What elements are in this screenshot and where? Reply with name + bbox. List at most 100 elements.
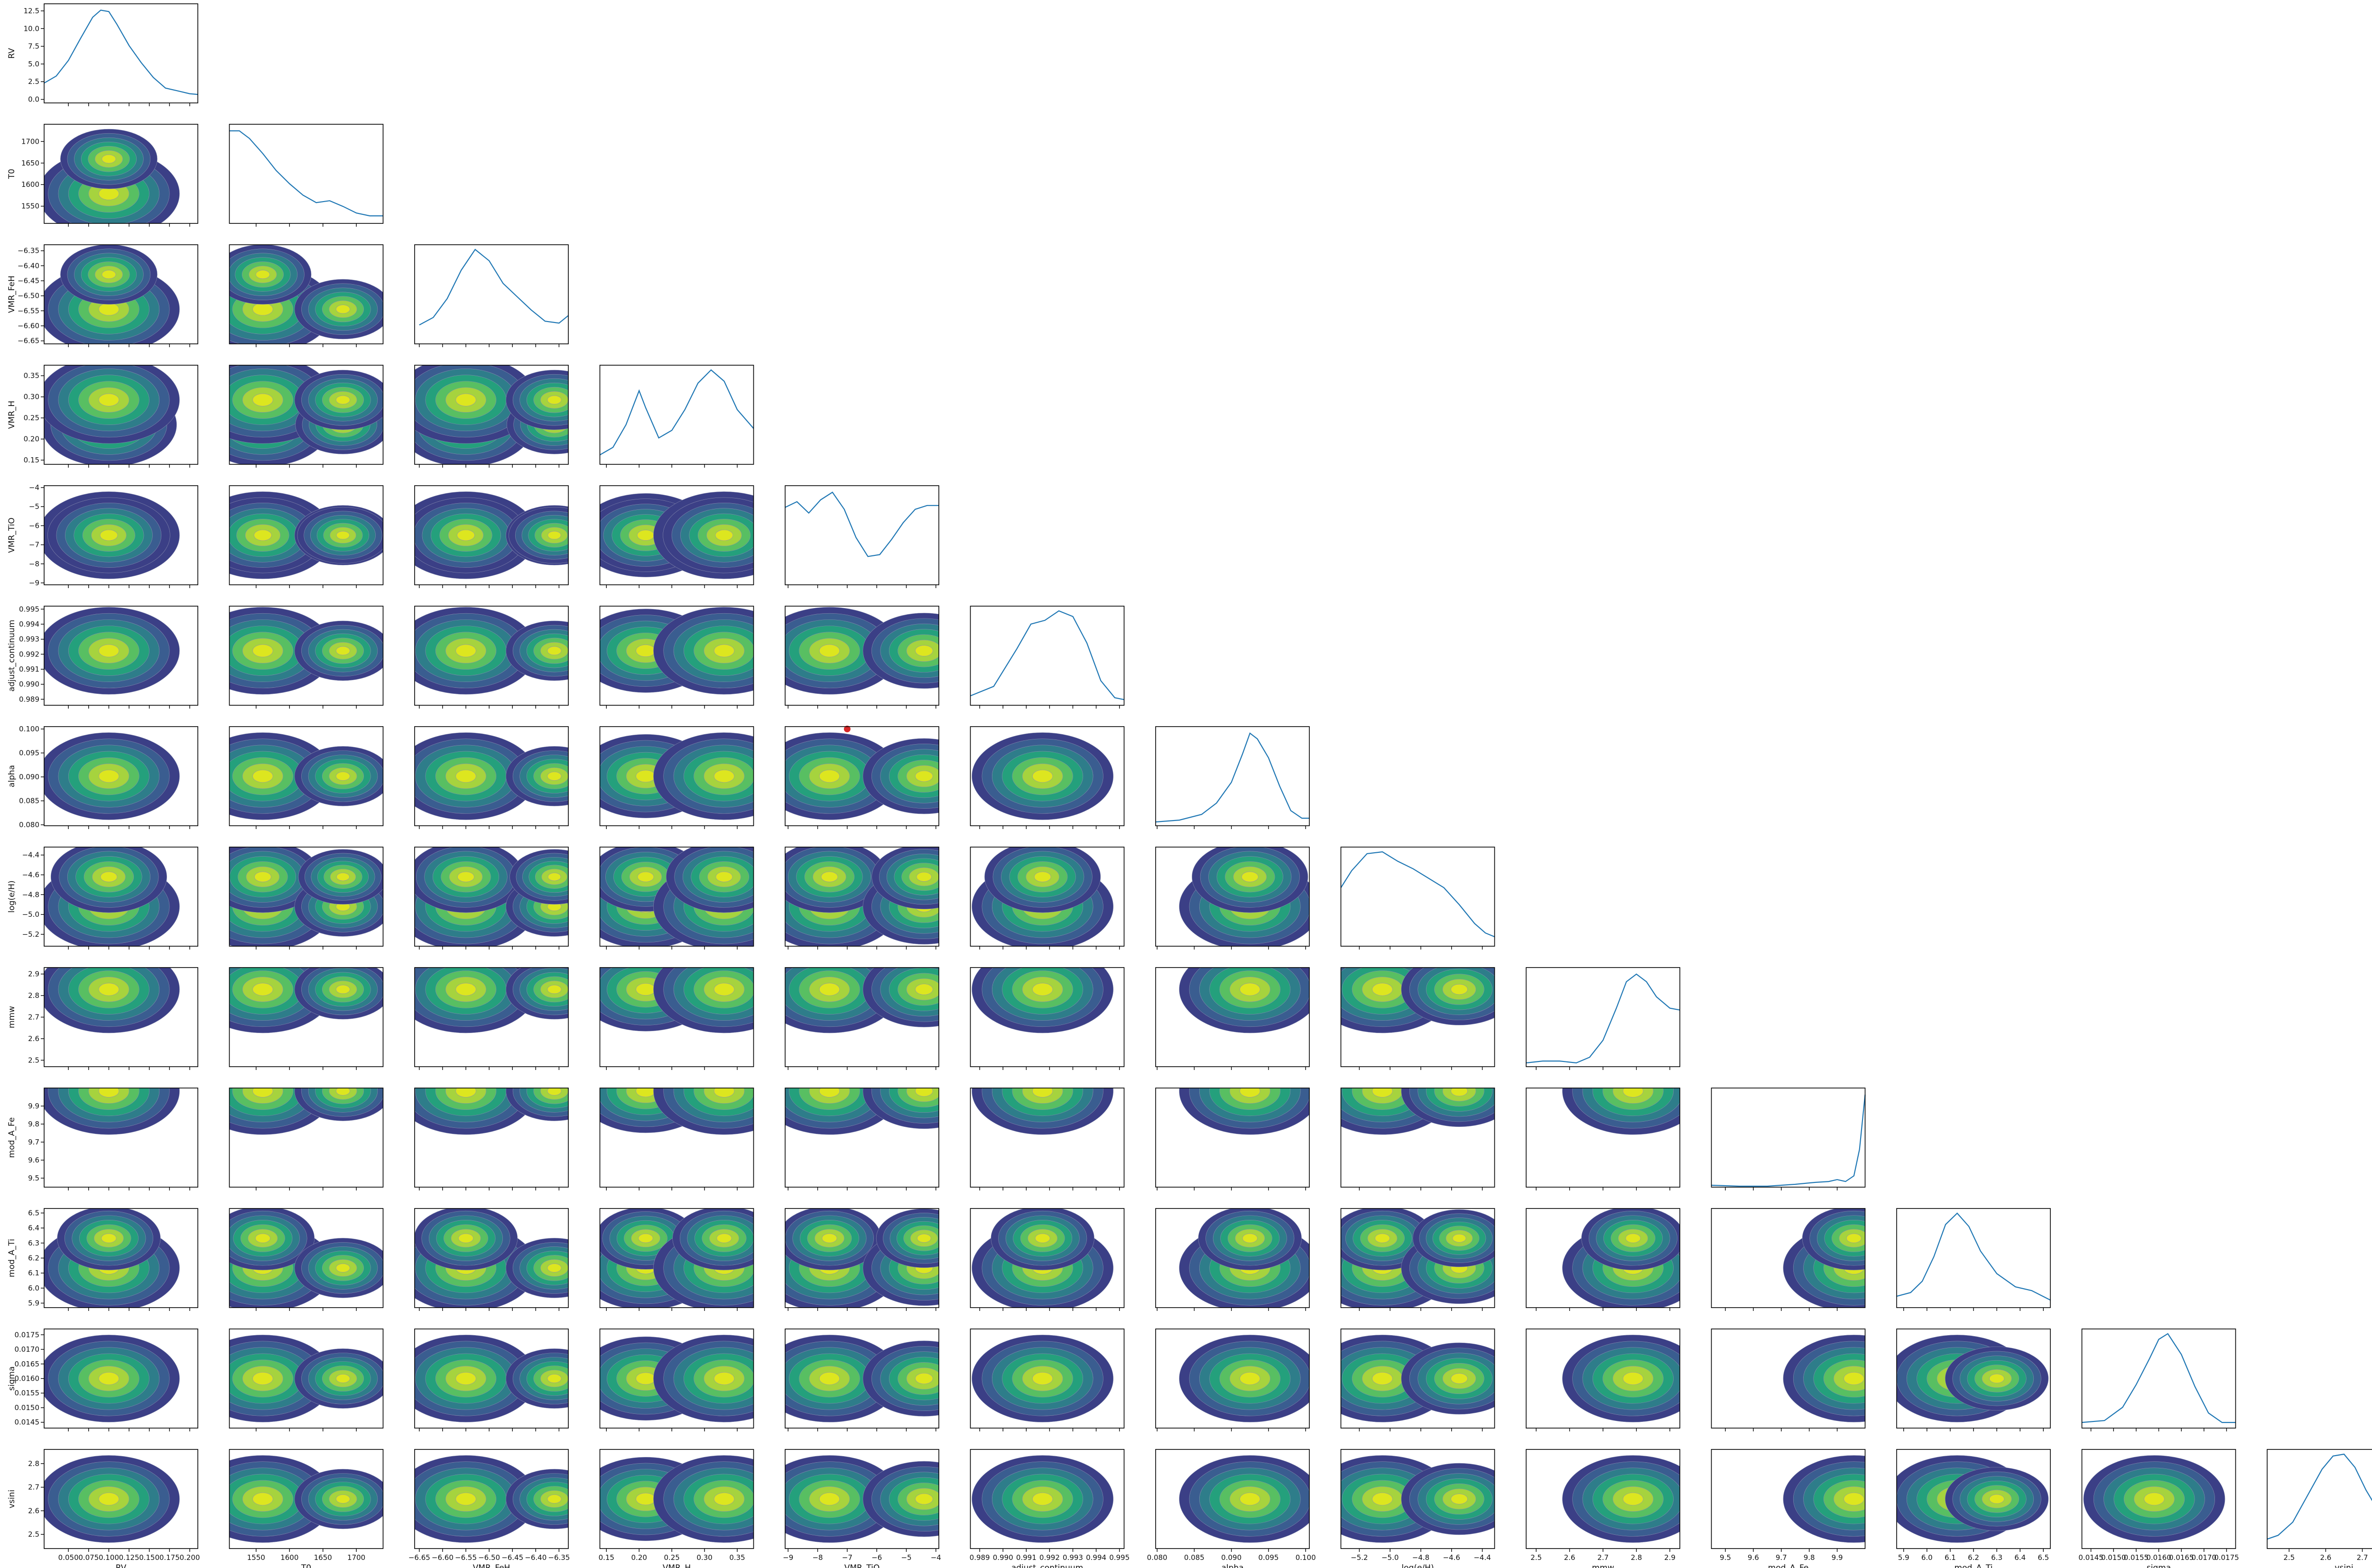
panel-frame	[44, 485, 198, 585]
panel-frame	[1155, 847, 1310, 947]
x-tick-label: 0.994	[1086, 1553, 1106, 1562]
panel-frame	[599, 365, 754, 465]
contour-panel-mod-a-fe-vs-mmw	[1526, 1088, 1680, 1190]
x-tick-label: 0.993	[1063, 1553, 1083, 1562]
y-axis-label-sigma: sigma	[7, 1366, 17, 1391]
contour-panel-vsini-vs-rv: 0.050 0.075 0.100 0.125 0.150 0.175 0.200 RV 2.5…	[7, 1449, 200, 1568]
kde-curve	[1711, 1094, 1866, 1187]
density-contour	[916, 872, 932, 882]
contour-panel-adjust-continuum-vs-rv: 0.989 0.990 0.991 0.992 0.993 0.994 0.995adjus…	[7, 605, 198, 709]
panel-frame	[414, 244, 569, 344]
panel-frame	[414, 1328, 569, 1429]
panel-frame	[229, 1449, 384, 1549]
density-contour	[822, 1233, 837, 1243]
y-tick-label: 0.990	[19, 680, 39, 689]
density-contour	[252, 644, 273, 657]
panel-frame	[229, 847, 384, 947]
y-tick-label: 0.993	[19, 635, 39, 644]
y-tick-label: 0.0160	[15, 1374, 40, 1383]
density-contour	[547, 1494, 562, 1503]
contour-panel-vsini-vs-t0: 1550 1600 1650 1700 T0	[229, 1449, 384, 1568]
contour-panel-mmw-vs-alpha	[1155, 967, 1310, 1070]
density-contour	[1451, 1494, 1468, 1504]
contour-panel-vsini-vs-adjust-continuum: 0.989 0.990 0.991 0.992 0.993 0.994 0.995 adjus…	[970, 1449, 1130, 1568]
x-tick-label: 0.100	[1296, 1553, 1316, 1562]
density-contour	[1240, 983, 1260, 996]
panel-frame	[414, 365, 569, 465]
contour-panel-mod-a-ti-vs-rv: 5.9 6.0 6.1 6.2 6.3 6.4 6.5 mod_A_Ti	[7, 1208, 198, 1311]
x-tick-label: 6.0	[1921, 1553, 1933, 1562]
x-tick-label: 1700	[347, 1553, 365, 1562]
y-tick-label: 0.0175	[15, 1330, 40, 1339]
density-contour	[915, 1373, 933, 1384]
density-contour	[455, 644, 476, 657]
x-tick-label: 6.4	[2014, 1553, 2026, 1562]
y-tick-label: 6.4	[28, 1224, 39, 1232]
contour-panel-alpha-vs-adjust-continuum	[970, 726, 1125, 829]
panel-frame	[970, 1088, 1125, 1188]
y-tick-label: 0.994	[19, 620, 39, 628]
panel-frame	[785, 967, 939, 1067]
y-tick-label: 0.0150	[15, 1403, 40, 1412]
density-contour	[547, 772, 562, 781]
panel-frame	[414, 726, 569, 826]
x-tick-label: 0.25	[664, 1553, 679, 1562]
panel-frame	[599, 967, 754, 1067]
density-contour	[713, 644, 735, 657]
kde-curve	[44, 9, 198, 95]
contour-panel-alpha-vs-vmr-h	[599, 726, 754, 829]
x-tick-label: 9.8	[1804, 1553, 1815, 1562]
reference-point-marker	[843, 726, 851, 733]
contour-panel-vsini-vs-log-e-h: −5.2 −5.0 −4.8 −4.6 −4.4 log(e/H)	[1340, 1449, 1495, 1568]
x-tick-label: 2.9	[1664, 1553, 1676, 1562]
contour-panel-alpha-vs-rv: 0.080 0.085 0.090 0.095 0.100 alpha	[7, 725, 198, 829]
y-tick-label: 9.9	[28, 1102, 39, 1110]
density-contour	[547, 1374, 562, 1383]
x-tick-label: 0.095	[1258, 1553, 1279, 1562]
contour-panel-vsini-vs-alpha: 0.080 0.085 0.090 0.095 0.100 alpha	[1147, 1449, 1316, 1568]
x-tick-label: 0.990	[993, 1553, 1013, 1562]
density-contour	[455, 770, 476, 783]
panel-frame	[1155, 726, 1310, 826]
contour-panel-mod-a-ti-vs-alpha	[1155, 1208, 1310, 1311]
y-tick-label: 9.6	[28, 1156, 39, 1164]
panel-frame	[229, 967, 384, 1067]
density-contour	[457, 871, 474, 882]
panel-frame	[44, 244, 198, 344]
y-tick-label: 12.5	[24, 7, 39, 15]
density-contour	[1372, 983, 1393, 996]
x-tick-label: −8	[812, 1553, 823, 1562]
contour-panel-mmw-vs-t0	[229, 967, 384, 1070]
x-tick-label: 2.5	[1530, 1553, 1542, 1562]
density-contour	[636, 1493, 656, 1505]
contour-panel-sigma-vs-log-e-h	[1340, 1328, 1495, 1431]
x-tick-label: 0.085	[1184, 1553, 1205, 1562]
x-axis-label-sigma: sigma	[2147, 1563, 2171, 1568]
panel-frame	[785, 1208, 939, 1308]
density-contour	[252, 393, 273, 406]
panel-frame	[1711, 1328, 1866, 1429]
density-contour	[1452, 1234, 1466, 1243]
y-tick-label: 6.2	[28, 1254, 39, 1263]
contour-panel-sigma-vs-vmr-tio	[785, 1328, 939, 1431]
density-contour	[1034, 871, 1051, 882]
y-tick-label: −6.35	[18, 247, 39, 255]
density-contour	[1622, 1493, 1643, 1505]
y-tick-label: 0.35	[24, 371, 39, 380]
y-tick-label: −8	[29, 560, 39, 568]
density-contour	[336, 1374, 350, 1383]
density-contour	[102, 154, 116, 164]
density-contour	[336, 873, 350, 881]
y-tick-label: 9.7	[28, 1138, 39, 1146]
x-tick-label: 6.1	[1945, 1553, 1956, 1562]
contour-panel-log-e-h-vs-rv: −5.2 −5.0 −4.8 −4.6 −4.4 log(e/H)	[7, 847, 198, 950]
x-tick-label: −6.45	[501, 1553, 523, 1562]
contour-panel-sigma-vs-alpha	[1155, 1328, 1310, 1431]
density-contour	[547, 985, 562, 994]
density-contour	[455, 1372, 476, 1385]
kde-panel-mmw	[1526, 967, 1680, 1070]
panel-frame	[599, 1328, 754, 1429]
panel-frame	[599, 1208, 754, 1308]
x-tick-label: 0.995	[1109, 1553, 1130, 1562]
y-tick-label: −7	[29, 541, 39, 549]
